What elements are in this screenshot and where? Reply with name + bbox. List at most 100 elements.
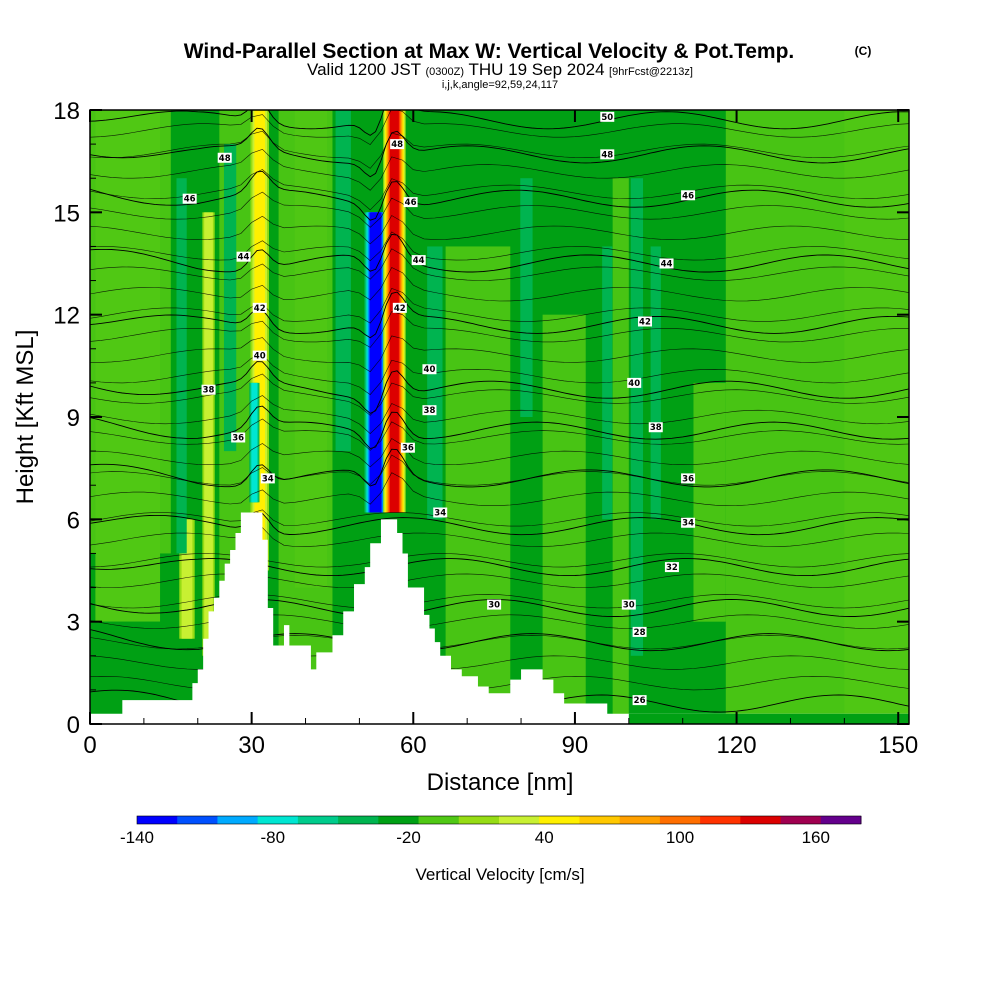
contour-label-bg xyxy=(664,562,679,573)
w-plume-up xyxy=(204,212,213,656)
contour-label-text: 34 xyxy=(682,519,694,529)
w-plume-down xyxy=(650,246,661,520)
contour-label-bg xyxy=(621,599,636,610)
x-tick-label: 150 xyxy=(878,732,918,759)
colorbar-swatch xyxy=(297,816,339,824)
contour-label-text: 38 xyxy=(424,406,436,416)
theta-contour-minor xyxy=(90,454,909,486)
x-tick-label: 60 xyxy=(400,732,427,759)
contour-label: 34 xyxy=(681,517,696,529)
contour-label: 38 xyxy=(648,422,663,433)
w-plume-down xyxy=(223,144,237,452)
x-tick-label: 120 xyxy=(717,732,757,759)
w-plume-down xyxy=(251,382,258,503)
contour-label: 42 xyxy=(637,316,652,327)
contour-label-text: 34 xyxy=(262,474,274,484)
theta-contour-labels: 26 28 30 32 34 36 38 40 42 44 46 48 50 48 46 44 42 40 38 36… xyxy=(182,111,696,706)
y-tick-label: 18 xyxy=(53,98,80,125)
theta-contour-minor xyxy=(90,354,909,396)
theta-contour-minor xyxy=(90,418,909,451)
theta-contour-minor xyxy=(90,288,909,324)
colorbar-label: Vertical Velocity [cm/s] xyxy=(415,865,584,884)
y-tick-label: 6 xyxy=(67,507,80,534)
contour-label-bg xyxy=(681,190,696,201)
colorbar-swatch xyxy=(137,816,178,824)
subtitle-forecast: [9hrFcst@2213z] xyxy=(609,66,693,78)
contour-label-bg xyxy=(600,149,615,160)
terrain-mask xyxy=(90,512,909,724)
theta-contour-minor xyxy=(90,267,909,302)
colorbar-swatch xyxy=(458,816,500,824)
contour-label-text: 40 xyxy=(628,379,640,389)
contour-label: 26 xyxy=(632,695,647,706)
contour-label-text: 30 xyxy=(623,601,635,611)
theta-contour-minor xyxy=(90,527,909,547)
colorbar-swatch xyxy=(177,816,218,824)
contour-label-text: 28 xyxy=(634,628,646,638)
x-axis-label: Distance [nm] xyxy=(427,769,574,796)
contour-label: 28 xyxy=(632,626,647,638)
contour-label: 34 xyxy=(260,473,275,484)
field-band-left xyxy=(95,110,161,622)
colorbar-frame xyxy=(136,815,862,825)
y-tick-label: 0 xyxy=(67,712,80,739)
contour-label-text: 34 xyxy=(434,509,446,519)
contour-label-text: 36 xyxy=(232,433,244,443)
field-band xyxy=(612,178,629,724)
contour-label: 36 xyxy=(681,473,696,484)
colorbar-swatch xyxy=(418,816,460,824)
x-tick-label: 0 xyxy=(83,732,96,759)
theta-contour-minor xyxy=(90,395,909,435)
colorbar-swatch xyxy=(700,816,741,824)
field-band xyxy=(693,382,726,622)
theta-contour xyxy=(90,291,909,339)
theta-contour xyxy=(90,558,909,577)
theta-contour-minor xyxy=(90,553,909,568)
contour-label-bg xyxy=(252,302,267,313)
w-plume-down xyxy=(602,246,613,520)
subtitle-utc: (0300Z) xyxy=(426,66,465,78)
contour-label: 44 xyxy=(659,258,674,270)
contour-label: 30 xyxy=(487,599,502,611)
theta-contour-minor xyxy=(90,373,909,416)
contour-label-text: 40 xyxy=(424,365,436,375)
w-plume-down xyxy=(335,110,351,452)
contour-label-bg xyxy=(600,111,615,122)
theta-contour-minor xyxy=(90,110,909,145)
contour-label-text: 44 xyxy=(661,260,673,270)
field-band xyxy=(294,110,328,588)
y-tick-label: 12 xyxy=(53,303,80,330)
colorbar-swatch xyxy=(257,816,299,824)
w-plume-down xyxy=(520,178,533,417)
contour-label: 46 xyxy=(681,190,696,201)
contour-label-bg xyxy=(403,197,418,208)
contour-label: 48 xyxy=(390,139,405,150)
w-plume-down xyxy=(630,178,644,656)
contour-label: 38 xyxy=(422,405,437,416)
y-tick-label: 15 xyxy=(53,200,80,227)
theta-contour-minor xyxy=(90,438,909,468)
theta-contour-minor xyxy=(90,191,909,228)
contour-label-text: 48 xyxy=(219,154,231,164)
contour-label-text: 40 xyxy=(254,352,266,362)
colorbar-swatch xyxy=(378,816,420,824)
contour-label-bg xyxy=(392,302,407,313)
colorbar-tick-label: -80 xyxy=(260,828,285,847)
contour-label-text: 44 xyxy=(238,253,250,263)
contour-label-text: 42 xyxy=(394,304,406,314)
terrain xyxy=(90,512,909,724)
copyright-mark: (C) xyxy=(855,44,872,58)
colorbar-swatch xyxy=(579,816,621,824)
contour-label-bg xyxy=(648,422,663,433)
theta-contour-minor xyxy=(90,509,909,527)
contour-label-bg xyxy=(260,473,275,484)
contour-label-text: 38 xyxy=(650,423,662,433)
w-plume-down xyxy=(370,212,381,513)
contour-label: 44 xyxy=(411,255,426,266)
contour-label-bg xyxy=(390,139,405,150)
colorbar-tick-label: -20 xyxy=(396,828,421,847)
theta-contour-minor xyxy=(90,311,909,348)
colorbar: -140 -80 -20 40 100 160 xyxy=(120,815,862,847)
chart-title: Wind-Parallel Section at Max W: Vertical… xyxy=(184,40,795,63)
contour-label-bg xyxy=(422,364,437,375)
